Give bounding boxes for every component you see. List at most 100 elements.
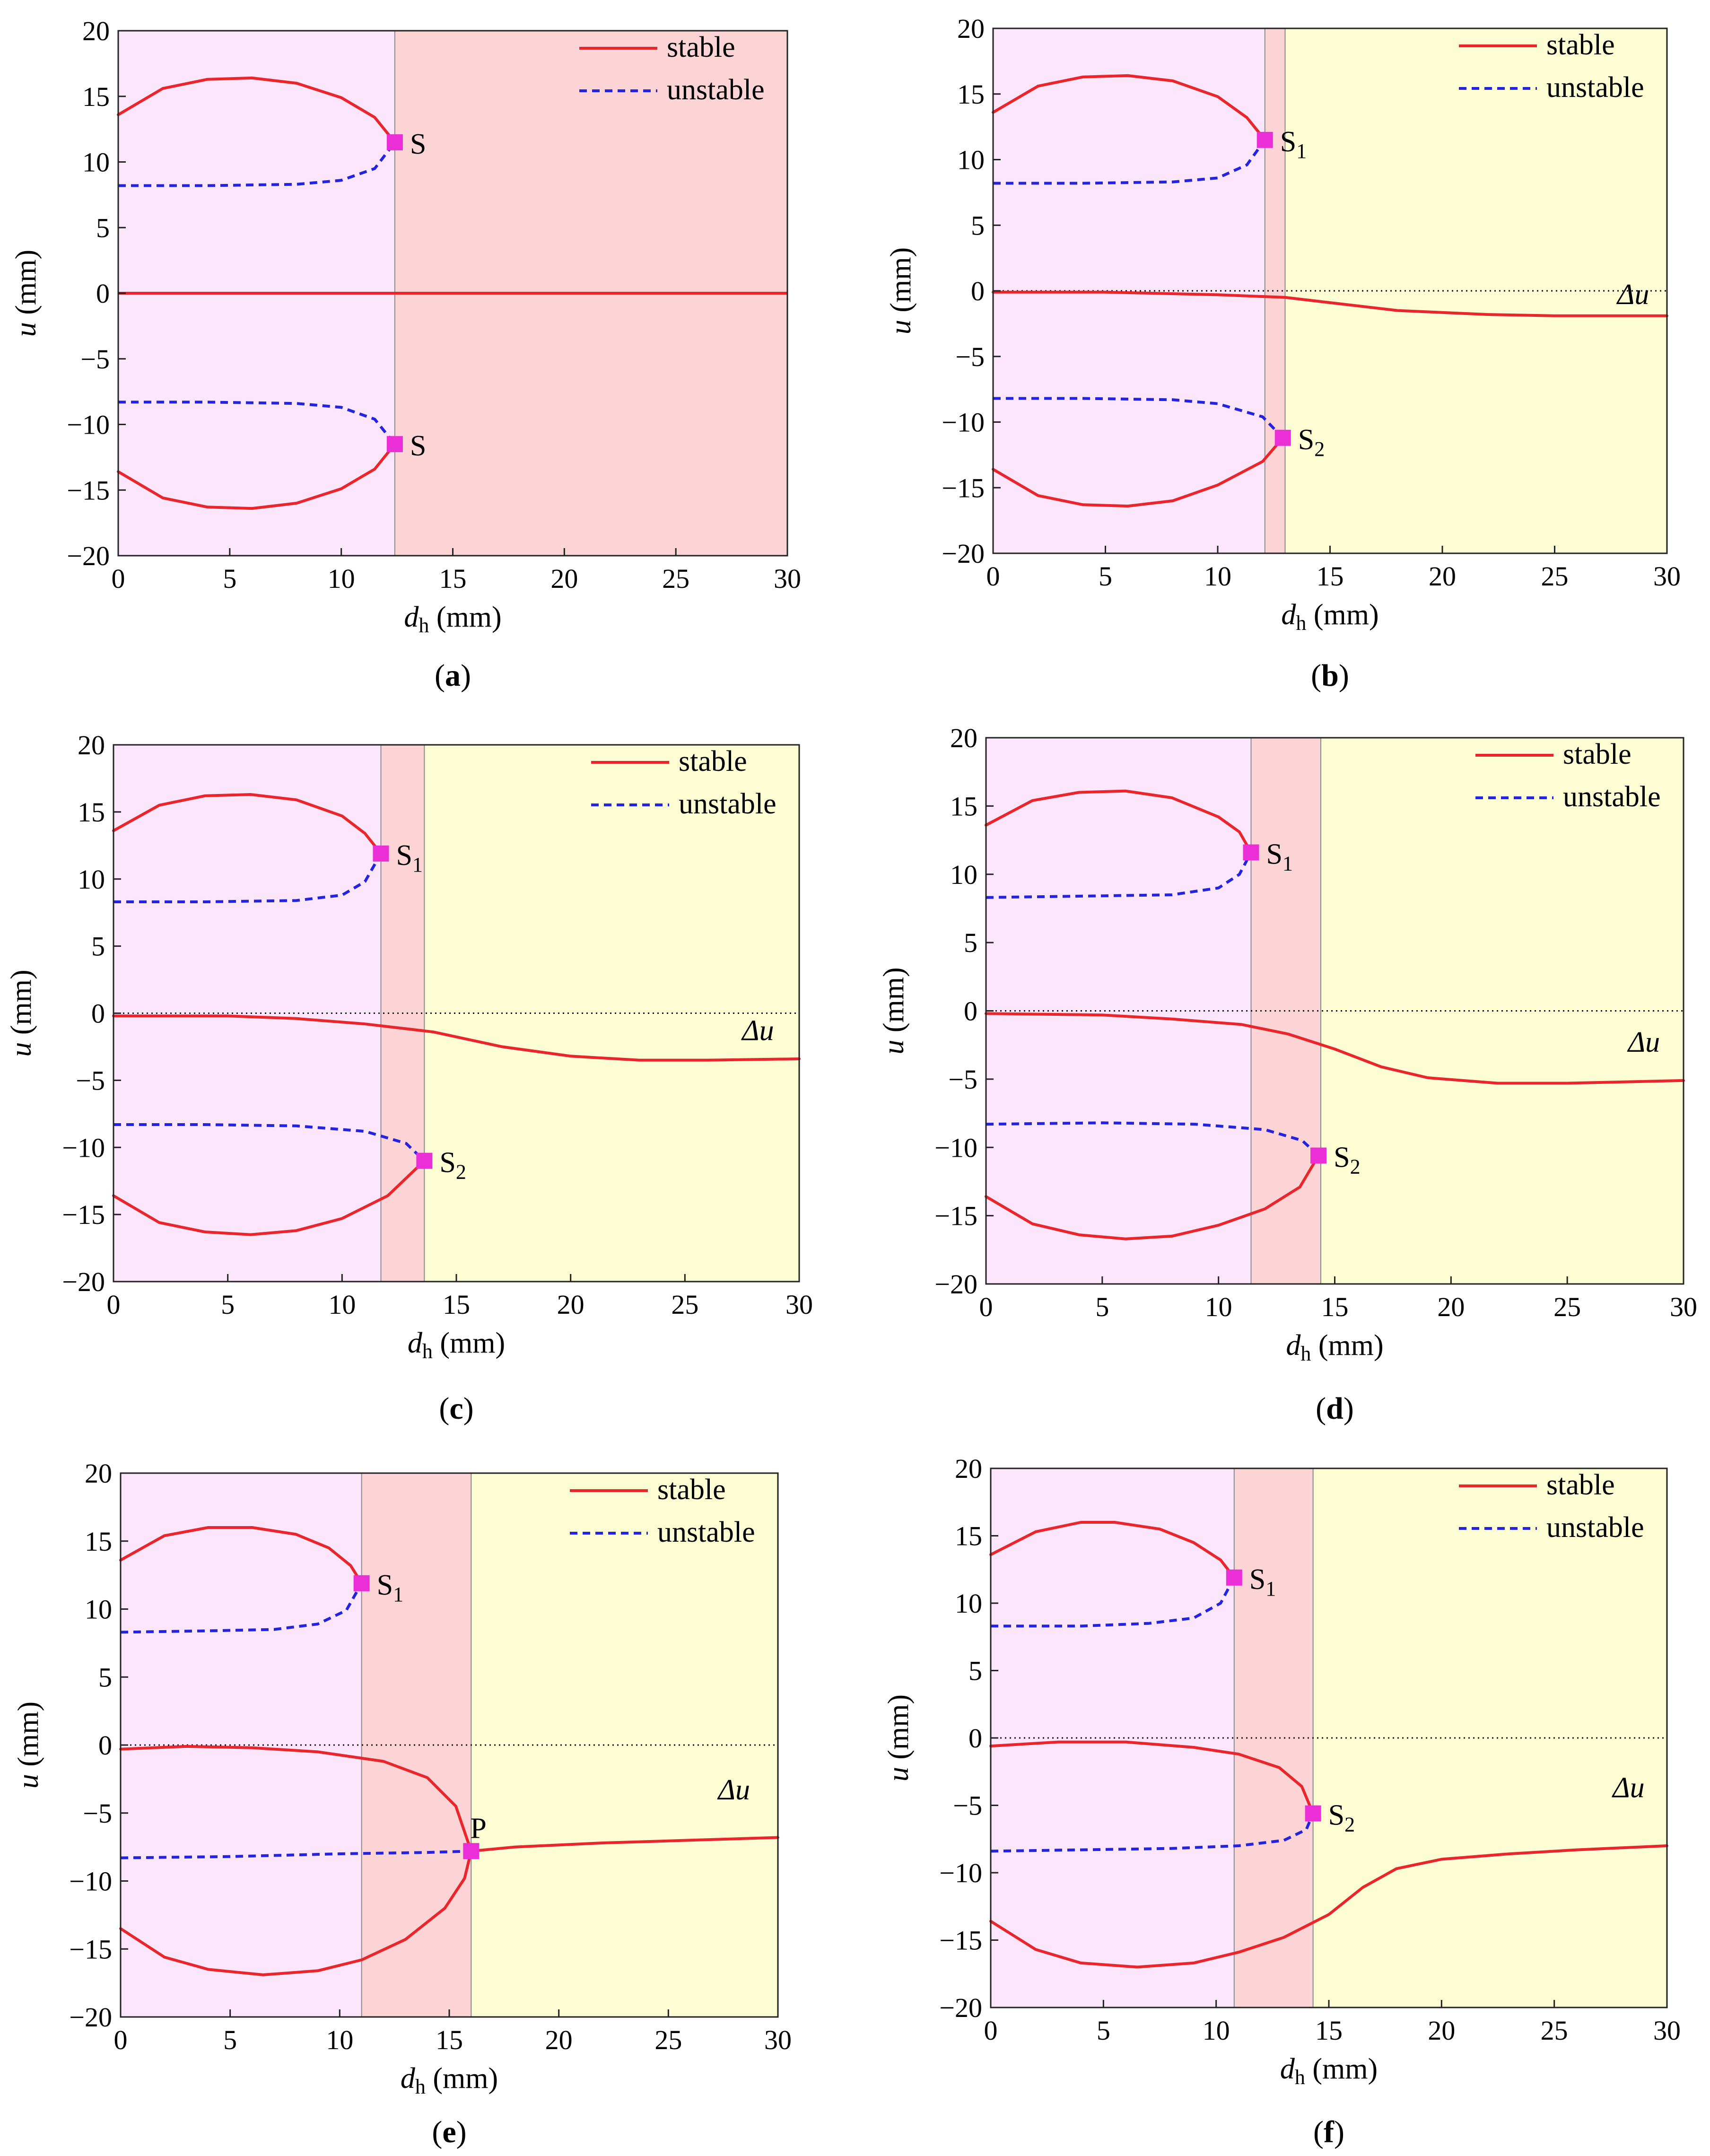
- y-axis-label: u (mm): [882, 1694, 915, 1781]
- x-tick-label: 5: [221, 1289, 235, 1320]
- x-tick-label: 30: [1670, 1292, 1697, 1322]
- region-3: [424, 745, 799, 1282]
- x-tick-label: 0: [986, 561, 1000, 592]
- critical-point-label: S1: [1280, 126, 1307, 163]
- panel-caption-letter: b: [1321, 658, 1339, 693]
- y-tick-label: 0: [964, 996, 977, 1027]
- y-tick-label: −10: [942, 407, 985, 438]
- x-tick-label: 5: [223, 2025, 237, 2055]
- x-tick-label: 25: [1541, 561, 1569, 592]
- legend-unstable-label: unstable: [1563, 781, 1661, 813]
- y-tick-label: 15: [957, 79, 985, 110]
- x-tick-label: 10: [328, 1289, 356, 1320]
- y-axis-label-unit: (mm): [885, 247, 917, 320]
- legend-stable-label: stable: [1563, 738, 1631, 770]
- x-axis-label: dh (mm): [401, 2062, 498, 2098]
- y-tick-label: −10: [67, 410, 110, 440]
- panel-caption-close: ): [463, 1391, 474, 1426]
- y-axis-label: u (mm): [12, 1702, 44, 1789]
- critical-point-marker: [416, 1152, 433, 1169]
- critical-point-marker: [1305, 1805, 1321, 1822]
- y-tick-label: 10: [82, 147, 110, 178]
- x-tick-label: 15: [436, 2025, 463, 2055]
- region-2: [361, 1473, 471, 2017]
- x-axis-label: dh (mm): [404, 601, 501, 637]
- x-axis-label-sub: h: [419, 614, 429, 637]
- y-tick-label: 0: [98, 1730, 112, 1761]
- x-axis-label-main: d: [1280, 2053, 1295, 2085]
- x-tick-label: 10: [1204, 561, 1231, 592]
- stable-series-line: [119, 1526, 363, 1585]
- critical-point-letter: S: [1334, 1142, 1350, 1174]
- critical-point-marker: [353, 1575, 370, 1591]
- panel-caption-open: (: [1316, 1391, 1326, 1426]
- y-axis-label-unit: (mm): [12, 1702, 44, 1774]
- legend-unstable-label: unstable: [1546, 71, 1644, 104]
- critical-point-marker: [386, 134, 403, 150]
- legend-unstable-label: unstable: [679, 788, 776, 820]
- y-tick-label: 15: [955, 1521, 982, 1552]
- y-axis-label-unit: (mm): [882, 1694, 915, 1767]
- y-tick-label: 20: [957, 13, 985, 44]
- y-axis-label-unit: (mm): [10, 250, 42, 322]
- y-axis-label-main: u: [5, 1042, 37, 1057]
- panel-caption-close: ): [461, 658, 471, 693]
- x-axis-label-main: d: [401, 2062, 416, 2095]
- x-tick-label: 25: [671, 1289, 698, 1320]
- critical-point-subscript: 1: [412, 853, 423, 876]
- x-tick-label: 0: [112, 563, 125, 594]
- y-tick-label: 0: [968, 1723, 982, 1754]
- y-tick-label: 5: [968, 1656, 982, 1686]
- y-axis-label-main: u: [885, 320, 917, 334]
- y-axis-label-main: u: [10, 322, 42, 337]
- x-tick-label: 10: [328, 563, 355, 594]
- critical-point-label: S2: [439, 1147, 466, 1184]
- critical-point-subscript: 2: [1344, 1813, 1355, 1836]
- y-tick-label: 5: [964, 927, 977, 958]
- y-tick-label: −5: [948, 1064, 977, 1095]
- x-tick-label: 25: [1553, 1292, 1581, 1322]
- x-tick-label: 20: [1428, 2015, 1455, 2046]
- critical-point-label: S1: [1266, 838, 1293, 875]
- x-tick-label: 10: [1205, 1292, 1232, 1322]
- critical-point-subscript: 2: [1350, 1155, 1361, 1178]
- critical-point-label: S2: [1298, 424, 1325, 461]
- critical-point-label: S2: [1328, 1799, 1355, 1836]
- x-tick-label: 25: [1541, 2015, 1568, 2046]
- x-tick-label: 5: [1099, 561, 1112, 592]
- y-tick-label: −15: [942, 472, 985, 503]
- y-tick-label: 20: [85, 1458, 112, 1489]
- y-tick-label: −20: [69, 2002, 112, 2033]
- panel-caption-open: (: [1313, 2115, 1324, 2149]
- y-tick-label: 5: [971, 210, 985, 241]
- y-tick-label: −15: [934, 1201, 977, 1231]
- stable-series-line: [989, 1844, 1668, 1969]
- critical-point-letter: S: [377, 1569, 393, 1601]
- y-tick-label: 20: [82, 16, 110, 46]
- panel-caption-open: (: [439, 1391, 449, 1426]
- y-axis-label: u (mm): [5, 969, 37, 1056]
- critical-point-letter: S: [1266, 838, 1282, 871]
- stable-series-line: [985, 1154, 1320, 1240]
- x-axis-label: dh (mm): [408, 1327, 505, 1363]
- stable-series-line: [117, 76, 396, 144]
- unstable-series-line: [990, 1813, 1315, 1853]
- y-tick-label: 10: [957, 145, 985, 175]
- x-tick-label: 30: [785, 1289, 813, 1320]
- legend-unstable-label: unstable: [1546, 1511, 1644, 1544]
- x-tick-label: 25: [654, 2025, 682, 2055]
- panel-caption-open: (: [1311, 658, 1321, 693]
- delta-u-annotation: Δu: [1611, 1772, 1644, 1804]
- y-tick-label: −15: [69, 1934, 112, 1964]
- critical-point-label: P: [470, 1812, 486, 1844]
- critical-point-label: S: [410, 430, 426, 462]
- x-axis-label-main: d: [408, 1327, 423, 1359]
- region-1: [991, 1468, 1234, 2008]
- critical-point-letter: S: [1298, 424, 1314, 456]
- legend-stable-label: stable: [679, 745, 747, 777]
- stable-series-line: [112, 793, 383, 855]
- x-axis-label: dh (mm): [1286, 1329, 1383, 1365]
